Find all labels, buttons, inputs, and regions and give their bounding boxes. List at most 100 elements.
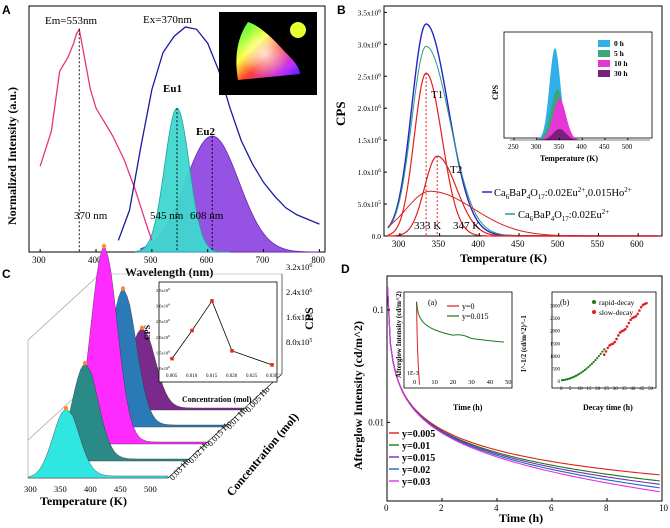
annot-em: Em=553nm — [45, 15, 97, 27]
d-xtick-label: 0 — [384, 503, 389, 513]
c-xtick-label: 500 — [144, 484, 157, 494]
db-rapid-point — [587, 365, 590, 369]
emission-curve — [117, 26, 320, 241]
c-peak-marker-4 — [139, 325, 145, 330]
db-slow-point — [617, 334, 620, 337]
ci-xtick-label: 0.015 — [206, 374, 218, 379]
ci-xtick-label: 0.010 — [186, 374, 198, 379]
a-xtick-label: 600 — [200, 255, 214, 265]
b-ytick-label: 2.0x106 — [358, 104, 382, 113]
db-slow-point — [629, 318, 632, 322]
b-xtick-label: 500 — [551, 239, 565, 249]
a-xtick-label: 400 — [88, 255, 102, 265]
db-slow-point — [639, 305, 643, 309]
db-xtick-label: 30 — [613, 387, 619, 392]
decay-curve-4 — [387, 286, 660, 493]
bi-xtick-label: 450 — [599, 143, 610, 151]
db-xtick-label: 40 — [630, 387, 636, 392]
inset-b-area-2 — [532, 98, 592, 140]
panel-a-xlabel: Wavelength (nm) — [125, 265, 213, 279]
d-xtick-label: 6 — [549, 503, 554, 513]
annot-545: 545 nm — [150, 210, 184, 222]
ci-ytick-label: 1.5x106 — [156, 349, 170, 355]
svg-text:Ca6BaP4O17:0.02Eu2+,0.015Ho2+: Ca6BaP4O17:0.02Eu2+,0.015Ho2+ — [494, 186, 632, 201]
db-rapid-point — [580, 371, 583, 374]
panel-a: A 300 400 500 600 700 800 Normalized Intensit… — [2, 3, 326, 279]
bi-xtick-label: 300 — [531, 143, 542, 151]
a-xtick-label: 500 — [144, 255, 158, 265]
ci-point — [270, 363, 274, 367]
db-slow-point — [604, 350, 608, 353]
da-legend-label: y=0.015 — [462, 312, 489, 321]
db-rapid-point — [590, 362, 594, 365]
bi-legend-swatch — [598, 60, 610, 67]
db-xtick-label: 25 — [604, 387, 610, 392]
db-slow-point — [624, 327, 627, 331]
bi-legend-swatch — [598, 50, 610, 57]
cie-inset — [219, 12, 317, 95]
db-rapid-point — [567, 377, 571, 380]
d-xtick-label: 2 — [439, 503, 444, 513]
da-xtick-label: 0 — [413, 379, 416, 386]
da-xtick-label: 30 — [468, 379, 475, 386]
panel-d-xlabel: Time (h) — [499, 511, 543, 525]
db-rapid-point — [569, 377, 572, 380]
d-ytick-label: 0.1 — [373, 305, 384, 315]
db-slow-point — [638, 309, 641, 312]
da-xtick-label: 50 — [505, 379, 512, 386]
c-xtick-label: 400 — [84, 484, 97, 494]
decay-curve-0 — [387, 286, 660, 476]
annot-eu1: Eu1 — [163, 83, 182, 95]
c-right-tick-label: 1.6x106 — [286, 312, 312, 322]
panel-b-label: B — [337, 3, 346, 17]
db-xtick-label: 50 — [648, 387, 654, 392]
b-ytick-label: 3.5x106 — [358, 8, 382, 17]
inset-b-xlabel: Temperature (K) — [540, 154, 598, 163]
d-legend-label: y=0.005 — [402, 429, 435, 440]
inset-db-ylabel: I^-1/2 (cd/m^2)^-1 — [520, 315, 528, 372]
c-peak-marker-1 — [82, 360, 88, 366]
ci-ytick-label: 2.0x106 — [156, 334, 170, 340]
bi-legend-label: 0 h — [614, 39, 625, 48]
db-rapid-point — [583, 368, 586, 372]
panel-a-label: A — [2, 3, 11, 17]
inset-c-ylabel: CPS — [143, 324, 152, 340]
db-rapid-point — [571, 376, 574, 379]
db-ytick-label: 2500 — [550, 317, 561, 322]
a-xtick-label: 800 — [311, 255, 325, 265]
ci-ytick-label: 2.5x106 — [156, 318, 170, 324]
d-legend-label: y=0.02 — [402, 465, 430, 476]
ci-point — [210, 299, 214, 303]
d-legend-label: y=0.015 — [402, 453, 435, 464]
db-slow-point — [634, 314, 638, 318]
ci-point — [190, 328, 194, 333]
a-xtick-label: 700 — [256, 255, 270, 265]
b-xtick-label: 350 — [432, 239, 446, 249]
db-rapid-point — [560, 379, 564, 382]
db-xtick-label: 0 — [560, 387, 563, 392]
c-slice-0 — [27, 409, 169, 479]
db-rapid-point — [594, 358, 597, 362]
b-xtick-label: 400 — [471, 239, 485, 249]
inset-da-ytick: 1E-3 — [407, 371, 419, 377]
panel-b: B 300 350 400 450 500 550 600 0.0 5.0x105 1.0x106… — [333, 3, 663, 265]
db-slow-point — [636, 312, 639, 316]
ci-point — [230, 349, 234, 353]
panel-d-label: D — [341, 262, 350, 276]
d-xtick-label: 4 — [494, 503, 499, 513]
db-slow-point — [613, 340, 617, 344]
ci-xtick-label: 0.020 — [226, 374, 238, 379]
db-rapid-point — [599, 352, 602, 356]
eu1-band — [134, 107, 231, 253]
panel-d-inset-b: 0 5 10 15 20 25 30 35 40 45 5005001000150020002500… — [520, 291, 657, 412]
bi-legend-label: 5 h — [614, 49, 625, 58]
db-rapid-point — [603, 348, 606, 351]
peak-t1: T1 — [431, 89, 443, 101]
bi-xtick-label: 500 — [622, 143, 633, 151]
db-rapid-point — [566, 378, 569, 381]
db-rapid-point — [596, 357, 599, 360]
ci-xtick-label: 0.005 — [166, 374, 178, 379]
db-rapid-point — [564, 378, 567, 381]
panel-c-label: C — [2, 267, 11, 281]
